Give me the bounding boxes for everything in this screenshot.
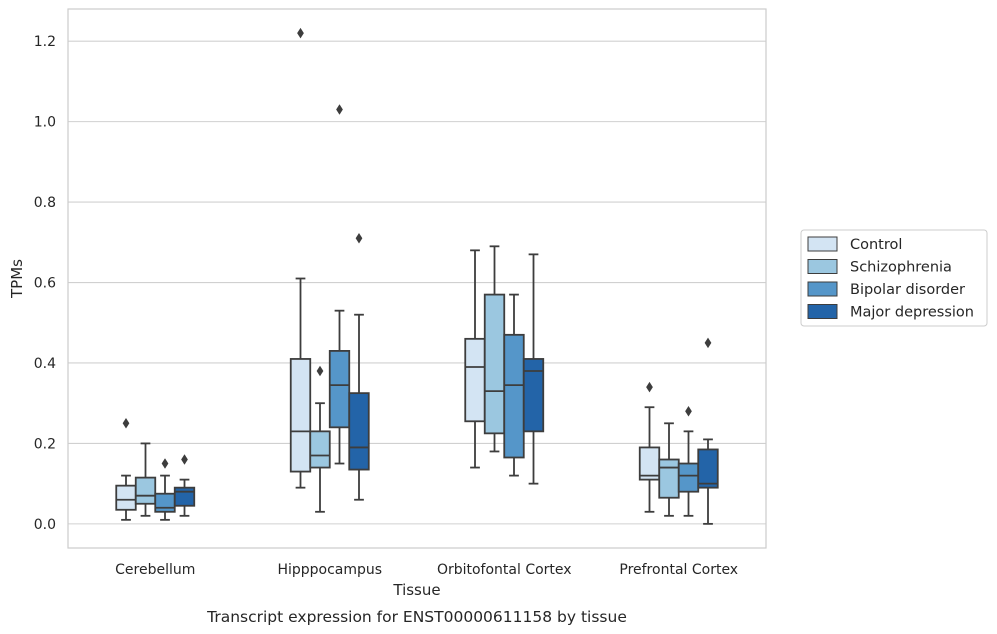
box-iqr <box>173 486 196 507</box>
outlier-point <box>336 104 343 115</box>
box-major-depression <box>173 454 196 517</box>
outlier-point <box>355 233 363 244</box>
legend: Control Schizophrenia Bipolar disorder Majo… <box>800 229 988 327</box>
box-major-depression <box>348 233 370 501</box>
legend-swatch <box>807 304 838 319</box>
box-iqr <box>309 430 331 469</box>
x-tick-label: Prefrontal Cortex <box>619 562 738 578</box>
box-major-depression <box>697 337 719 525</box>
y-tick-label: 0.8 <box>34 195 56 211</box>
plot-area-frame <box>67 8 767 549</box>
box-iqr <box>464 337 486 423</box>
box-bipolar-disorder <box>503 293 525 477</box>
y-tick-label: 0.4 <box>34 356 56 372</box>
outlier-point <box>297 27 304 39</box>
box-major-depression <box>522 253 545 485</box>
legend-frame <box>800 229 988 327</box>
x-tick-labels: Cerebellum Hipppocampus Orbitofontal Corte… <box>115 562 738 578</box>
y-tick-label: 1.2 <box>34 34 56 50</box>
legend-swatch <box>807 236 838 252</box>
box-schizophrenia <box>134 442 157 517</box>
x-axis-label: Tissue <box>392 581 440 599</box>
box-schizophrenia <box>309 365 331 513</box>
box-bipolar-disorder <box>154 458 176 521</box>
box-schizophrenia <box>658 422 680 517</box>
box-iqr <box>697 448 719 489</box>
box-iqr <box>503 333 525 459</box>
y-axis-label: TPMs <box>8 259 26 299</box>
outlier-point <box>685 405 692 417</box>
box-control <box>289 27 312 489</box>
box-iqr <box>115 484 137 511</box>
y-tick-label: 0.6 <box>34 276 56 292</box>
legend-label: Major depression <box>850 305 974 321</box>
legend-label: Control <box>850 237 902 253</box>
box-control <box>638 381 661 513</box>
x-tick-label: Hipppocampus <box>277 562 382 578</box>
legend-label: Bipolar disorder <box>850 282 965 298</box>
box-bipolar-disorder <box>677 405 700 517</box>
box-schizophrenia <box>483 245 506 453</box>
box-iqr <box>658 458 680 499</box>
box-iqr <box>328 350 351 429</box>
box-iqr <box>134 476 157 505</box>
x-tick-label: Orbitofontal Cortex <box>437 562 572 578</box>
box-iqr <box>483 293 506 435</box>
legend-swatch <box>807 259 838 274</box>
box-control <box>115 418 137 521</box>
boxes <box>115 27 719 525</box>
outlier-point <box>646 381 653 393</box>
box-iqr <box>677 462 700 493</box>
y-tick-label: 0.2 <box>34 436 56 452</box>
outlier-point <box>161 458 169 469</box>
y-tick-label: 1.0 <box>34 115 56 131</box>
x-tick-label: Cerebellum <box>115 562 195 578</box>
outlier-point <box>181 454 188 465</box>
box-iqr <box>522 358 545 433</box>
box-iqr <box>154 492 176 513</box>
legend-swatch <box>807 281 838 297</box>
outlier-point <box>704 337 712 349</box>
y-tick-label: 0.0 <box>34 517 56 533</box>
legend-label: Schizophrenia <box>850 260 952 276</box>
outlier-point <box>122 418 130 429</box>
box-iqr <box>289 358 312 473</box>
gridlines <box>68 40 766 525</box>
y-tick-labels: 0.0 0.2 0.4 0.6 0.8 1.0 1.2 <box>34 34 56 533</box>
chart-caption: Transcript expression for ENST0000061115… <box>206 608 627 626</box>
outlier-point <box>316 365 324 377</box>
box-bipolar-disorder <box>328 104 351 465</box>
box-iqr <box>348 392 370 471</box>
